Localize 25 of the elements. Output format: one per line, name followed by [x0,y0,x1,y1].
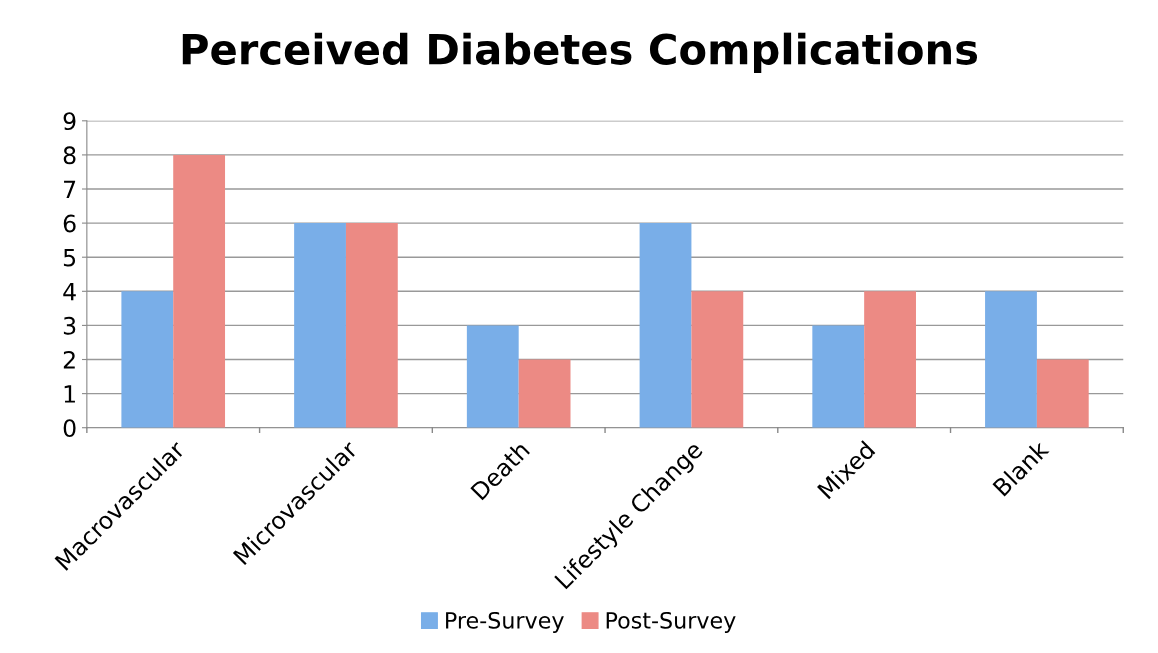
bar [466,325,519,428]
chart-title: Perceived Diabetes Complications [182,32,978,73]
bar [639,223,692,428]
bar [345,223,398,428]
y-tick-label: 7 [64,180,76,198]
y-tick-label: 0 [63,419,76,438]
bar [812,325,865,428]
y-tick-label: 6 [63,214,76,233]
y-tick-label: 8 [63,146,76,165]
bar [691,291,744,428]
y-tick-label: 1 [64,385,75,403]
y-tick-label: 2 [63,350,75,369]
bar [121,291,174,428]
bar [518,359,571,428]
bar [294,223,346,428]
y-tick-label: 5 [63,248,76,267]
bar [1036,359,1089,428]
bar [864,291,916,428]
legend-label: Post-Survey [606,611,736,633]
legend-label: Pre-Survey [446,611,564,633]
y-tick-label: 3 [63,316,76,335]
bar [173,154,226,428]
y-tick-label: 9 [63,112,76,131]
bar [985,291,1037,428]
y-tick-label: 4 [63,283,76,301]
